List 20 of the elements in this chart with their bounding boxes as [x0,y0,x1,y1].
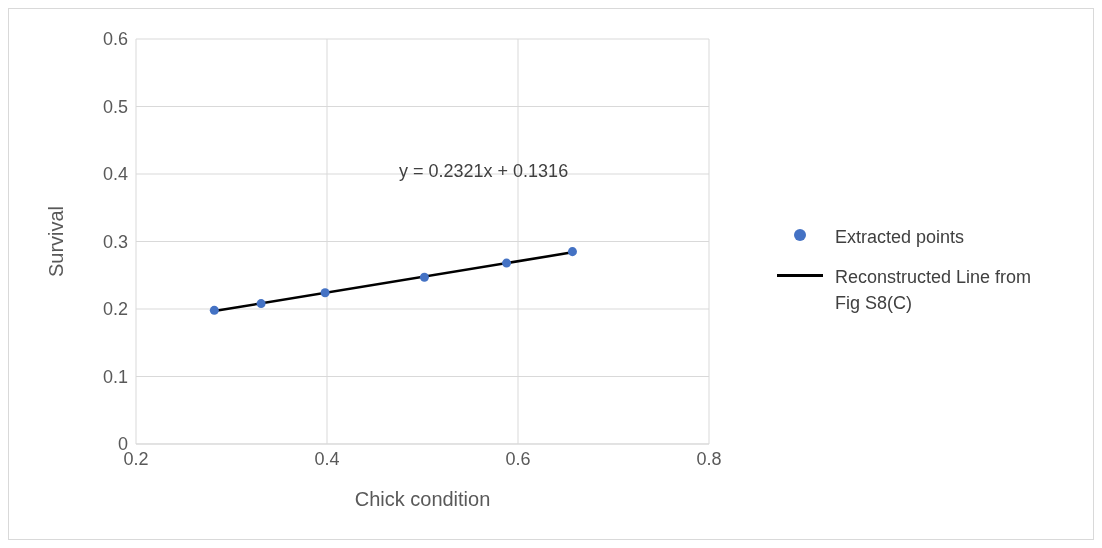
point [256,299,266,309]
legend-label: Extracted points [835,226,966,249]
y-tick-label: 0.6 [102,29,128,50]
point [567,247,577,257]
x-tick-label: 0.6 [505,448,531,469]
x-tick-label: 0.8 [696,448,722,469]
point [502,258,512,268]
legend-label: Reconstructed Line from Fig S8(C) [835,266,1033,315]
annotation: y = 0.2321x + 0.1316 [399,161,569,182]
y-tick-label: 0.2 [102,299,128,320]
x-axis-title: Chick condition [354,488,491,510]
y-tick-label: 0.3 [102,231,128,252]
x-tick-label: 0.4 [314,448,340,469]
point [320,288,330,298]
y-tick-label: 0.1 [102,366,128,387]
point [419,272,429,282]
point [209,305,219,315]
y-tick-label: 0.4 [102,164,128,185]
y-axis-title: Survival [45,205,68,278]
y-tick-label: 0.5 [102,96,128,117]
